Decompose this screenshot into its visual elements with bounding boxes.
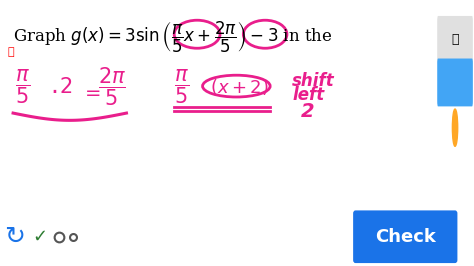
Text: $\dfrac{2\pi}{5}$: $\dfrac{2\pi}{5}$ [98,66,126,109]
Text: shift: shift [292,72,335,90]
Text: 2: 2 [301,102,315,120]
FancyBboxPatch shape [353,210,457,263]
Text: $\dfrac{\pi}{5}$: $\dfrac{\pi}{5}$ [174,68,190,106]
FancyBboxPatch shape [437,16,473,64]
Text: Graph $g(x) = 3\sin\left(\dfrac{\pi}{5}x + \dfrac{2\pi}{5}\right) - 3$ in the: Graph $g(x) = 3\sin\left(\dfrac{\pi}{5}x… [13,20,333,55]
FancyBboxPatch shape [437,59,473,106]
Text: $2$: $2$ [59,77,72,97]
Text: left: left [292,86,324,105]
Text: ✓: ✓ [33,228,48,246]
Text: ⬛: ⬛ [8,47,14,57]
Text: $\dfrac{\pi}{5}$: $\dfrac{\pi}{5}$ [15,68,30,106]
Text: ↩: ↩ [6,105,15,115]
Text: ⬛: ⬛ [8,130,13,139]
Text: ↻: ↻ [4,225,25,249]
Text: $=$: $=$ [81,82,101,101]
Text: 💡: 💡 [451,34,459,46]
Text: Check: Check [375,228,436,246]
Text: ⏸: ⏸ [8,78,14,88]
Text: $(x + 2)$: $(x + 2)$ [210,77,269,97]
Circle shape [452,109,458,146]
Text: $\cdot$: $\cdot$ [50,79,57,103]
